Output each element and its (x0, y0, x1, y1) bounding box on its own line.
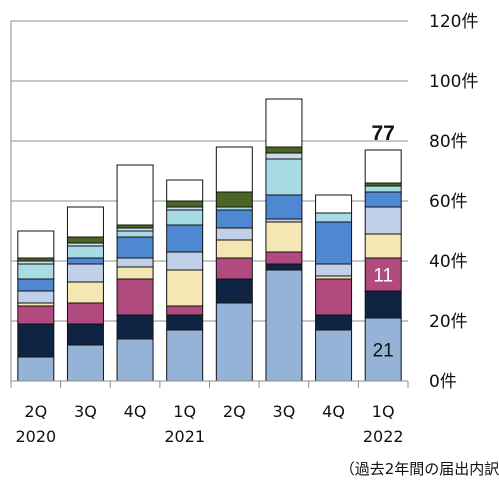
bar-segment (315, 212, 353, 223)
bar-stack (265, 98, 303, 382)
y-tick-label: 60件 (429, 192, 468, 212)
bar-stack (166, 179, 204, 382)
x-tick-label-year: 2020 (15, 427, 56, 446)
bar-stack (66, 206, 104, 382)
bar-segment (17, 356, 55, 382)
bar-segment (315, 263, 353, 277)
bar-segment (315, 194, 353, 214)
bar-segment (116, 230, 154, 238)
bar-segment (215, 227, 253, 241)
bar-segment (66, 344, 104, 382)
bar-segment (17, 230, 55, 259)
bar-segment (66, 323, 104, 346)
x-tick-label: 2Q (223, 402, 246, 421)
x-tick-label: 3Q (273, 402, 296, 421)
bar-segment (166, 329, 204, 382)
bar-segment (116, 164, 154, 226)
bar-stack (17, 230, 55, 382)
x-tick-label-year: 2021 (164, 427, 205, 446)
bar-segment (265, 251, 303, 265)
bar-stack (315, 194, 353, 382)
bar-segment (364, 149, 402, 184)
bar-segment (166, 314, 204, 331)
axes (10, 21, 409, 388)
bar-segment (17, 305, 55, 325)
bar-segment (364, 290, 402, 319)
y-tick-label: 100件 (429, 72, 478, 92)
bar-segment (265, 263, 303, 271)
bar-segment (66, 245, 104, 259)
bar-segment (66, 257, 104, 265)
bar-segment (265, 146, 303, 154)
bar-segment (265, 98, 303, 148)
segment-value-label: 21 (373, 341, 394, 362)
bar-segment (116, 338, 154, 382)
bar-segment (265, 194, 303, 220)
footnote: （過去2年間の届出内訳） (340, 460, 499, 478)
x-tick-label: 1Q (372, 402, 395, 421)
bar-segment (116, 314, 154, 340)
bar-segment (215, 278, 253, 304)
bars: 21 11 77 (17, 98, 402, 382)
x-tick-label-year: 2022 (363, 427, 404, 446)
bar-segment (116, 278, 154, 316)
bar-segment (215, 146, 253, 193)
bar-segment (166, 269, 204, 307)
y-tick-label: 0件 (429, 372, 457, 392)
bar-segment (66, 302, 104, 325)
bar-segment (166, 200, 204, 208)
bar-segment (166, 305, 204, 316)
total-value-label: 77 (372, 122, 395, 145)
y-tick-label: 120件 (429, 12, 478, 32)
bar-segment (215, 209, 253, 229)
bar-segment (364, 206, 402, 235)
bar-segment (215, 191, 253, 208)
bar-stack (215, 146, 253, 382)
bar-segment (166, 209, 204, 226)
bar-segment (215, 257, 253, 280)
bar-segment (116, 257, 154, 268)
x-tick-label: 4Q (322, 402, 345, 421)
bar-segment (364, 233, 402, 259)
bar-segment (66, 206, 104, 238)
bar-segment (166, 179, 204, 202)
bar-segment (17, 263, 55, 280)
bar-segment (66, 236, 104, 244)
bar-segment (17, 278, 55, 292)
x-tick-labels: 2Q 2020 3Q 4Q 1Q 2021 2Q 3Q 4Q 1Q 2022 (15, 402, 403, 446)
bar-segment (315, 221, 353, 265)
bar-segment (66, 281, 104, 304)
y-tick-label: 40件 (429, 252, 468, 272)
bar-segment (166, 224, 204, 253)
x-tick-label: 4Q (124, 402, 147, 421)
bar-segment (265, 269, 303, 382)
y-tick-label: 20件 (429, 312, 468, 332)
bar-segment (166, 251, 204, 271)
segment-value-label: 11 (373, 266, 393, 287)
bar-stack (116, 164, 154, 382)
x-tick-label: 1Q (173, 402, 196, 421)
bar-segment (315, 314, 353, 331)
bar-segment (364, 191, 402, 208)
bar-segment (116, 266, 154, 280)
y-tick-label: 80件 (429, 132, 468, 152)
bar-segment (265, 158, 303, 196)
bar-segment (66, 263, 104, 283)
bar-stack (364, 149, 402, 382)
x-tick-label: 3Q (74, 402, 97, 421)
x-tick-label: 2Q (24, 402, 47, 421)
bar-segment (315, 278, 353, 316)
bar-segment (265, 152, 303, 160)
bar-segment (17, 290, 55, 304)
bar-segment (265, 221, 303, 253)
bar-segment (17, 323, 55, 358)
bar-segment (315, 329, 353, 382)
bar-segment (364, 185, 402, 193)
bar-segment (116, 236, 154, 259)
bar-segment (215, 302, 253, 382)
bar-segment (215, 239, 253, 259)
y-tick-labels: 0件 20件 40件 60件 80件 100件 120件 (429, 12, 478, 392)
